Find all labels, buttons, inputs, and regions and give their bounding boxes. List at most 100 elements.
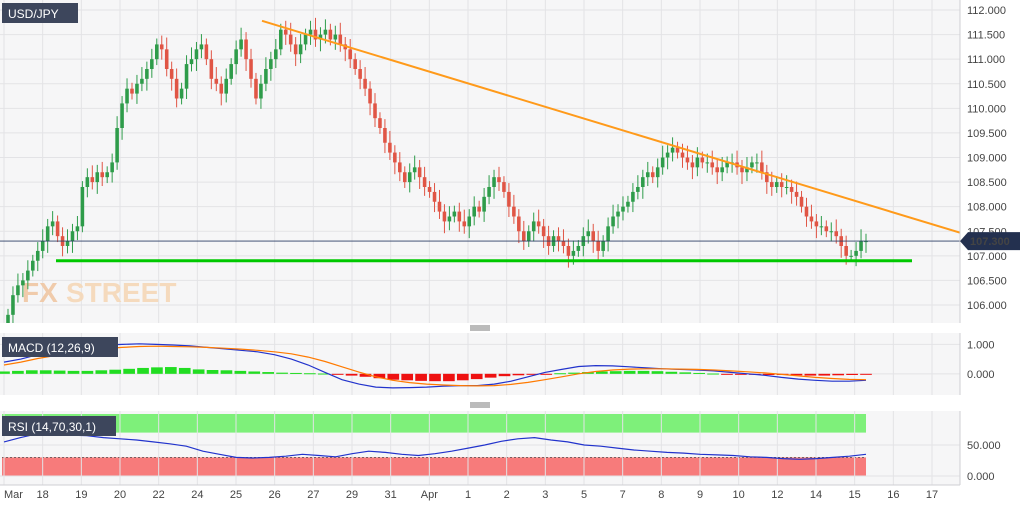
candlestick-series [6,17,868,323]
candle-body [363,78,367,89]
macd-histogram-bar [456,373,469,381]
candle-body [531,221,536,232]
candle-body [199,44,204,50]
candle-body [606,226,610,242]
pane-resize-handle[interactable] [470,402,490,408]
macd-histogram-bar [846,373,858,375]
candle-body [11,295,15,315]
candle-body [457,211,462,222]
candle-body [298,44,303,55]
macd-histogram-bar [401,373,414,381]
candle-body [407,172,412,183]
candle-body [140,78,144,84]
candle-body [854,250,858,256]
candle-body [799,196,804,207]
candle-body [164,49,169,69]
macd-histogram-bar [12,370,24,374]
candle-body [219,83,224,94]
macd-histogram-bar [609,371,622,374]
candle-body [705,162,710,164]
candle-body [293,44,298,55]
candle-body [660,157,665,168]
candle-body [685,157,690,163]
macd-histogram-bar [317,373,330,375]
candle-body [318,34,323,40]
candle-body [616,211,620,217]
macd-histogram-bar [192,369,205,374]
candle-body [720,167,724,173]
date-tick-label: 12 [771,489,783,501]
macd-histogram-bar [25,370,38,374]
candle-body [254,78,258,99]
date-tick-label: 10 [733,489,745,501]
macd-histogram-bar [860,373,872,375]
candle-body [90,177,95,183]
candle-body [765,172,769,183]
candle-body [393,152,397,163]
pane-resize-handle[interactable] [470,325,490,331]
date-tick-label: 22 [153,489,165,501]
macd-histogram-bar [262,372,275,374]
candle-body [586,231,591,237]
price-tick-label: 106.000 [967,300,1007,312]
candle-body [447,216,452,222]
price-tick-label: 111.000 [967,54,1005,66]
rsi-line [3,431,867,460]
price-tick-label: 112.000 [967,5,1006,17]
candle-body [571,250,576,256]
candle-body [422,177,427,187]
macd-histogram-bar [373,373,386,379]
macd-histogram-bar [707,373,719,375]
candle-body [169,69,174,79]
candle-body [591,231,596,242]
candle-body [645,172,650,178]
candle-body [695,157,700,168]
candle-body [328,29,333,40]
candle-body [269,59,273,69]
macd-histogram-bar [790,373,803,376]
candle-body [665,152,670,158]
candle-body [502,182,506,192]
macd-histogram-bar [137,367,149,374]
candle-body [333,34,338,40]
date-tick-label: 7 [620,489,626,501]
candle-body [512,206,516,217]
macd-histogram-bar [387,373,400,380]
candle-body [50,221,55,227]
candle-body [541,226,546,237]
macd-histogram-bar [498,373,511,377]
date-tick-label: 29 [346,489,358,501]
candle-body [526,231,531,242]
macd-histogram-bar [164,367,177,374]
candle-body [26,270,30,281]
candle-body [467,216,472,227]
macd-histogram-bar [345,373,358,376]
macd-histogram-bar [95,370,108,374]
macd-histogram [0,367,872,382]
candle-body [561,241,566,246]
candle-body [507,191,511,207]
macd-histogram-bar [651,371,664,374]
macd-histogram-bar [415,373,427,381]
candle-body [740,167,744,173]
candle-body [760,162,764,173]
candle-body [244,39,248,60]
date-tick-label: Apr [421,489,438,501]
date-tick-label: 5 [581,489,587,501]
candle-body [715,167,719,173]
candle-body [229,64,233,79]
candle-body [204,44,209,60]
candle-body [145,69,149,79]
last-price-label: 107.300 [970,236,1010,248]
candle-body [274,49,278,60]
candle-body [150,59,154,69]
candle-body [214,78,219,84]
candle-body [209,59,214,79]
macd-histogram-bar [290,372,302,374]
macd-label: MACD (12,26,9) [8,341,95,355]
candle-body [35,250,40,261]
macd-histogram-bar [81,370,94,374]
macd-histogram-bar [735,373,747,375]
date-tick-label: 3 [542,489,548,501]
candle-body [636,187,640,192]
